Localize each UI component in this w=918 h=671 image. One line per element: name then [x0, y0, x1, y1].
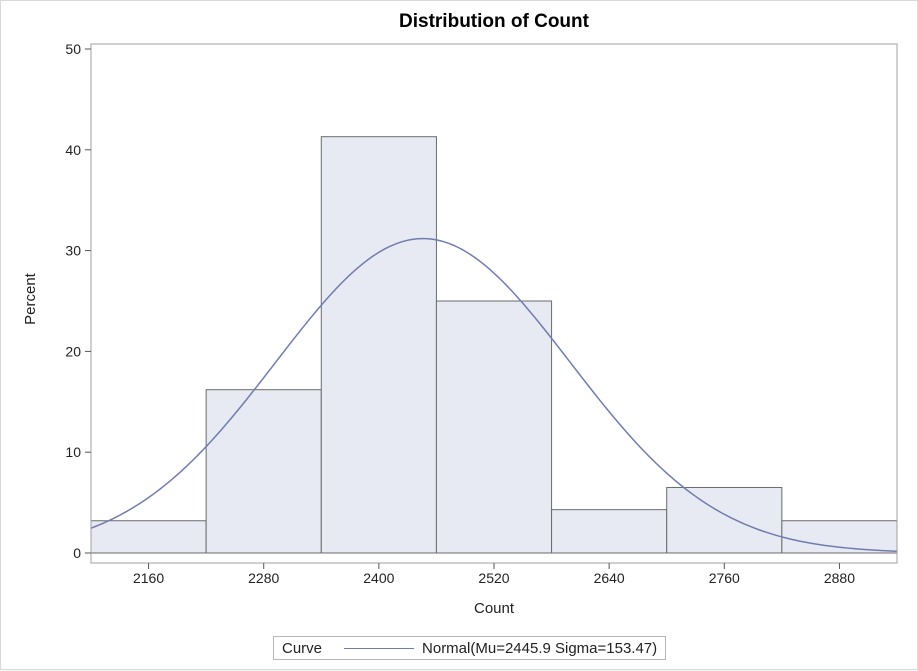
- x-tick-label-2160: 2160: [133, 570, 164, 586]
- histogram-bar-0: [90, 520, 207, 554]
- y-tick-label-10: 10: [65, 444, 81, 460]
- y-tick-label-50: 50: [65, 41, 81, 57]
- histogram-bar-2: [320, 136, 437, 554]
- x-tick-label-2640: 2640: [594, 570, 625, 586]
- y-tick-label-30: 30: [65, 243, 81, 259]
- legend: Curve Normal(Mu=2445.9 Sigma=153.47): [273, 636, 667, 660]
- y-tick-label-20: 20: [65, 343, 81, 359]
- x-axis-label: Count: [474, 600, 515, 617]
- histogram-bar-6: [781, 520, 898, 554]
- chart-title: Distribution of Count: [399, 11, 590, 32]
- histogram-bar-1: [205, 389, 322, 554]
- legend-entry: Normal(Mu=2445.9 Sigma=153.47): [422, 639, 658, 657]
- y-tick-label-40: 40: [65, 142, 81, 158]
- y-axis-label: Percent: [22, 272, 39, 325]
- y-tick-label-0: 0: [73, 545, 81, 561]
- x-tick-label-2400: 2400: [363, 570, 394, 586]
- x-tick-label-2760: 2760: [709, 570, 740, 586]
- x-tick-label-2520: 2520: [478, 570, 509, 586]
- histogram-bar-3: [435, 300, 553, 554]
- legend-title: Curve: [282, 639, 323, 657]
- x-tick-label-2280: 2280: [248, 570, 279, 586]
- histogram-bar-5: [666, 486, 783, 554]
- histogram-bar-4: [551, 509, 668, 554]
- legend-line-swatch: [344, 647, 415, 649]
- x-tick-label-2880: 2880: [824, 570, 855, 586]
- normal-curve: [90, 237, 898, 552]
